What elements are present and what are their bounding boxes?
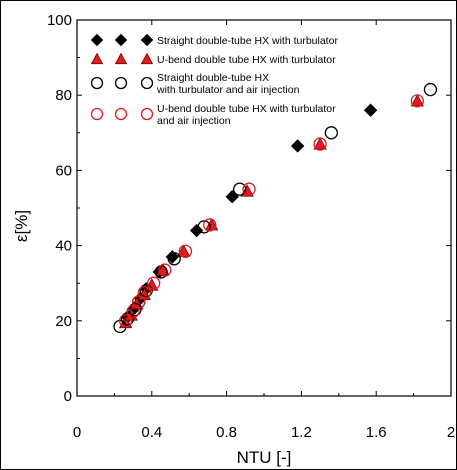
- legend-entry-4: U-bend double tube HX with turbulatorand…: [90, 103, 336, 127]
- data-point: [242, 182, 256, 196]
- x-tick-label: 0.4: [141, 424, 162, 441]
- legend-marker: [90, 107, 104, 121]
- y-axis-title: ε[%]: [12, 210, 31, 242]
- data-point: [363, 103, 378, 117]
- y-tick-label: 100: [47, 12, 72, 29]
- legend-label: U-bend double tube HX with turbulator: [157, 54, 336, 66]
- data-point: [324, 126, 338, 140]
- data-point: [189, 223, 204, 238]
- data-point: [203, 218, 217, 232]
- legend-marker: [140, 33, 154, 47]
- x-axis-title: NTU [-]: [237, 448, 292, 467]
- data-point: [139, 284, 153, 298]
- y-tick-label: 60: [55, 162, 72, 179]
- y-tick-label: 40: [55, 238, 72, 255]
- data-point: [423, 82, 438, 97]
- legend-label: with turbulator and air injection: [156, 84, 300, 96]
- data-point: [313, 137, 327, 151]
- data-point: [158, 263, 172, 277]
- data-point: [197, 220, 211, 234]
- legend-marker: [90, 52, 104, 65]
- legend-marker: [114, 33, 128, 47]
- data-point: [290, 139, 305, 153]
- legend-marker: [140, 107, 154, 121]
- data-point: [233, 182, 247, 196]
- legend-label: U-bend double tube HX with turbulator: [157, 103, 336, 115]
- legend-marker: [114, 52, 128, 65]
- legend-marker: [114, 107, 128, 121]
- series-2: [118, 93, 425, 329]
- data-point: [167, 252, 181, 266]
- x-tick-label: 2: [447, 424, 455, 441]
- y-tick-label: 0: [64, 388, 72, 405]
- data-point: [165, 250, 180, 264]
- x-tick-label: 0.8: [216, 424, 237, 441]
- data-points: [113, 82, 438, 334]
- legend-label: Straight double-tube HX: [157, 72, 269, 84]
- data-point: [147, 276, 161, 290]
- legend-marker: [114, 76, 128, 90]
- data-point: [225, 190, 239, 204]
- legend-label: Straight double-tube HX with turbulator: [157, 35, 338, 47]
- legend: Straight double-tube HX with turbulator U…: [90, 33, 338, 127]
- data-point: [410, 93, 425, 107]
- y-tick-label: 20: [55, 313, 72, 330]
- y-tick-label: 80: [55, 87, 72, 104]
- series-4: [118, 94, 424, 328]
- data-point: [118, 314, 133, 328]
- legend-marker: [140, 52, 154, 65]
- legend-entry-2: U-bend double tube HX with turbulator: [90, 52, 336, 66]
- data-point: [410, 94, 424, 108]
- series-1: [120, 103, 378, 324]
- x-tick-label: 1.2: [291, 424, 312, 441]
- legend-marker: [90, 76, 104, 90]
- legend-marker: [140, 76, 154, 90]
- x-tick-label: 1.6: [366, 424, 387, 441]
- data-point: [137, 285, 151, 300]
- x-tick-label: 0: [73, 424, 81, 441]
- data-point: [313, 137, 327, 150]
- legend-marker: [90, 33, 104, 47]
- legend-entry-1: Straight double-tube HX with turbulator: [90, 33, 338, 47]
- data-point: [128, 302, 142, 317]
- data-point: [178, 244, 193, 258]
- legend-label: and air injection: [157, 115, 231, 127]
